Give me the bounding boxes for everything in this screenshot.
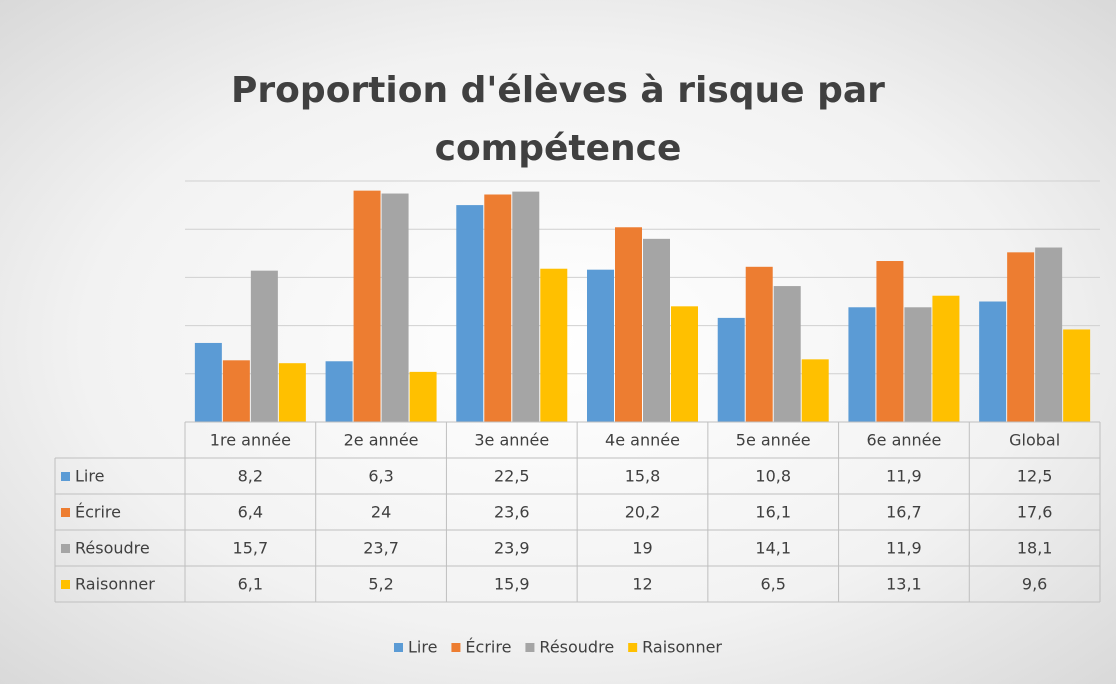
table-cell: 23,6: [494, 503, 530, 522]
bar: [801, 359, 829, 422]
table-header: 1re année: [210, 431, 291, 450]
table-cell: 16,7: [886, 503, 922, 522]
bar: [615, 227, 642, 422]
table-cell: 13,1: [886, 575, 922, 594]
table-cell: 6,1: [238, 575, 263, 594]
bar: [325, 361, 353, 422]
table-header: 6e année: [866, 431, 941, 450]
legend-key: [61, 472, 70, 481]
bar: [381, 193, 409, 422]
bar: [745, 266, 773, 422]
bar: [1063, 329, 1091, 422]
bar: [643, 238, 670, 422]
table-cell: 9,6: [1022, 575, 1047, 594]
legend-key: [61, 580, 70, 589]
bar: [484, 194, 512, 422]
table-cell: 8,2: [238, 467, 263, 486]
legend-key: [451, 643, 461, 652]
table-cell: 14,1: [755, 539, 791, 558]
table-cell: 23,9: [494, 539, 530, 558]
table-cell: 12: [632, 575, 652, 594]
row-label: Écrire: [75, 503, 121, 522]
legend-label: Résoudre: [539, 638, 614, 657]
table-cell: 6,5: [760, 575, 785, 594]
row-label: Résoudre: [75, 539, 150, 558]
table-cell: 23,7: [363, 539, 399, 558]
bar: [222, 360, 250, 422]
bar: [848, 307, 876, 422]
legend-key: [61, 544, 70, 553]
table-header: 2e année: [344, 431, 419, 450]
table-cell: 24: [371, 503, 391, 522]
table-cell: 5,2: [368, 575, 393, 594]
table-cell: 15,7: [233, 539, 269, 558]
table-cell: 15,8: [625, 467, 661, 486]
bar: [932, 295, 960, 422]
bar: [1007, 252, 1035, 422]
table-cell: 10,8: [755, 467, 791, 486]
table-header: 5e année: [736, 431, 811, 450]
bar: [979, 301, 1007, 422]
table-header: Global: [1009, 431, 1060, 450]
bar: [250, 270, 278, 422]
table-header: 4e année: [605, 431, 680, 450]
bar: [540, 268, 568, 422]
table-cell: 19: [632, 539, 652, 558]
table-cell: 6,3: [368, 467, 393, 486]
bar: [1035, 247, 1063, 422]
table-cell: 12,5: [1017, 467, 1053, 486]
bar: [876, 261, 904, 422]
row-label: Raisonner: [75, 575, 155, 594]
legend-key: [393, 643, 403, 652]
bar: [278, 363, 306, 422]
bar: [353, 190, 381, 422]
bar: [409, 371, 437, 422]
bar: [904, 307, 932, 422]
bar: [587, 269, 614, 422]
legend-label: Écrire: [465, 638, 511, 657]
legend-key: [61, 508, 70, 517]
table-cell: 11,9: [886, 467, 922, 486]
row-label: Lire: [75, 467, 104, 486]
bar: [456, 205, 484, 422]
table-cell: 20,2: [625, 503, 661, 522]
legend-label: Raisonner: [642, 638, 722, 657]
table-cell: 16,1: [755, 503, 791, 522]
bar: [194, 342, 222, 422]
table-cell: 15,9: [494, 575, 530, 594]
table-cell: 6,4: [238, 503, 263, 522]
bar: [512, 191, 540, 422]
chart-title: Proportion d'élèves à risque par compéte…: [231, 70, 885, 169]
table-header: 3e année: [474, 431, 549, 450]
table-cell: 17,6: [1017, 503, 1053, 522]
bar: [717, 317, 745, 422]
table-cell: 18,1: [1017, 539, 1053, 558]
legend-key: [628, 643, 638, 652]
bar: [773, 286, 801, 422]
bar: [671, 306, 698, 422]
legend-label: Lire: [408, 638, 437, 657]
legend-key: [525, 643, 535, 652]
table-cell: 22,5: [494, 467, 530, 486]
table-cell: 11,9: [886, 539, 922, 558]
